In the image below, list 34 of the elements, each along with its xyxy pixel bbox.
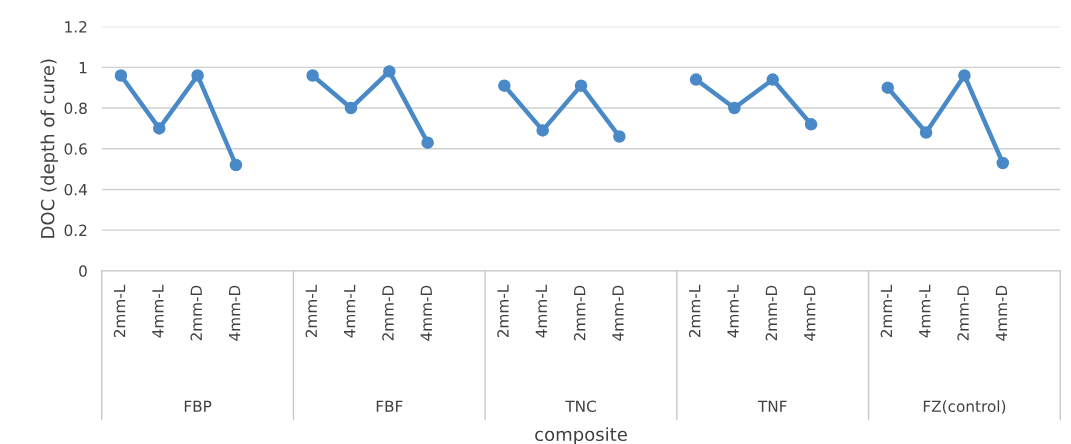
x-tick-label: 2mm-L (880, 284, 892, 338)
x-tick-label: 4mm-D (420, 285, 432, 341)
y-tick-label: 1.2 (65, 21, 87, 33)
x-tick-label: 2mm-L (688, 284, 701, 338)
y-tick-label: 1 (79, 62, 87, 74)
y-tick-label: 0.8 (64, 102, 87, 115)
x-tick-label: 4mm-L (727, 284, 739, 338)
y-tick-label: 0.6 (64, 143, 87, 155)
text: TNC (565, 400, 596, 413)
x-tick-label: 2mm-L (497, 284, 509, 338)
text: FZ(control) (923, 400, 1006, 414)
x-tick-label: 2mm-L (113, 284, 126, 338)
x-tick-label: 4mm-D (229, 285, 241, 341)
x-tick-label: 2mm-L (305, 284, 317, 338)
x-tick-label: 2mm-D (765, 285, 777, 341)
x-tick-label: 2mm-D (190, 285, 202, 341)
x-tick-label: 4mm-L (919, 284, 931, 338)
x-tick-label: 2mm-D (382, 285, 394, 341)
x-tick-label: 2mm-D (957, 285, 969, 341)
text: FBF (376, 400, 403, 412)
x-tick-label: 2mm-D (573, 285, 586, 341)
x-tick-label: 4mm-L (535, 284, 547, 338)
y-tick-label: 0 (79, 265, 87, 277)
x-tick-label: 4mm-D (995, 285, 1007, 341)
x-tick-label: 4mm-D (612, 285, 624, 341)
y-axis-title: DOC (depth of cure) (40, 59, 58, 238)
x-tick-label: 4mm-L (152, 284, 164, 338)
y-tick-label: 0.2 (64, 224, 87, 237)
x-tick-label: 4mm-L (344, 284, 356, 338)
text: FBP (184, 400, 212, 412)
text: TNF (757, 400, 787, 412)
x-tick-label: 4mm-D (804, 285, 816, 341)
x-axis-title: composite (535, 427, 627, 444)
y-tick-label: 0.4 (64, 183, 87, 196)
